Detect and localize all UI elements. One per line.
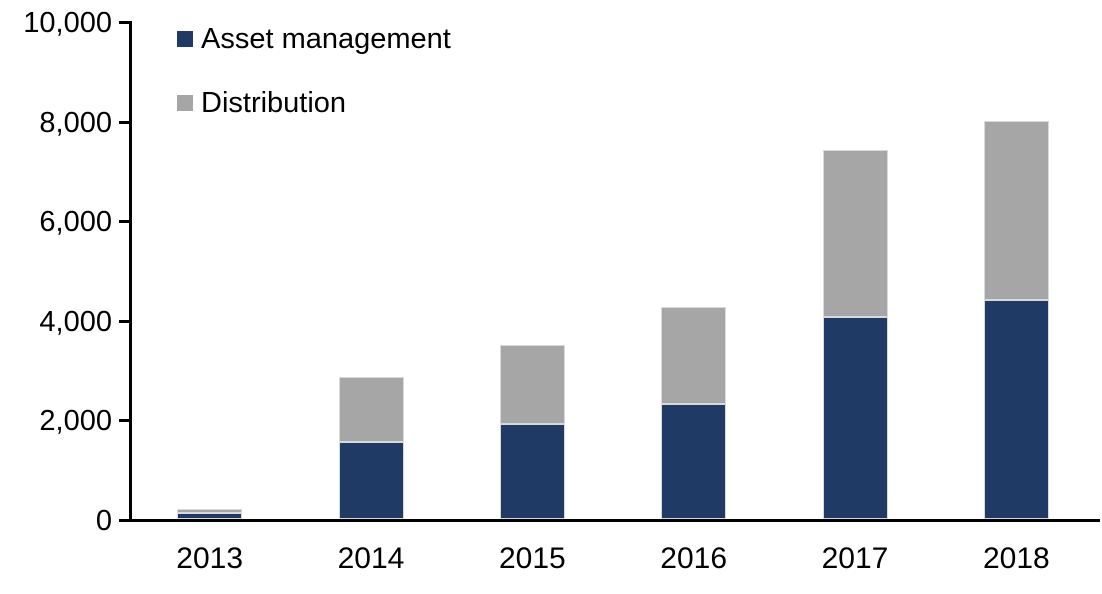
x-tick-label: 2015 [498,542,566,575]
bar-segment-asset-management [499,424,565,519]
y-tick-label: 2,000 [39,405,112,438]
y-tick-label: 4,000 [39,305,112,338]
x-axis-line [119,519,1100,522]
x-tick-label: 2013 [176,542,244,575]
y-tick-label: 6,000 [39,206,112,239]
bar-segment-distribution [983,120,1049,300]
distribution-swatch-icon [177,95,193,111]
y-tick-mark [119,220,129,224]
x-tick-label: 2017 [821,542,889,575]
legend-label-asset-management: Asset management [201,23,451,55]
y-tick-mark [119,21,129,24]
x-tick-label: 2018 [982,542,1050,575]
x-tick-label: 2016 [660,542,728,575]
bar-segment-distribution [338,377,404,442]
bar-segment-asset-management [338,441,404,519]
legend-item-asset-management: Asset management [177,24,451,54]
bar-segment-asset-management [177,513,243,519]
y-tick-label: 10,000 [23,7,112,39]
asset-management-swatch-icon [177,31,193,47]
bar-segment-distribution [499,344,565,425]
y-tick-label: 8,000 [39,106,112,139]
y-tick-mark [119,120,129,124]
bar-segment-asset-management [661,404,727,519]
legend-item-distribution: Distribution [177,88,451,118]
bar-segment-asset-management [822,317,888,519]
legend-label-distribution: Distribution [201,87,347,119]
bar-segment-asset-management [983,299,1049,519]
y-axis-line [129,21,132,522]
x-tick-label: 2014 [337,542,405,575]
chart-legend: Asset management Distribution [177,24,451,152]
y-tick-mark [119,519,129,522]
y-tick-mark [119,319,129,323]
y-tick-mark [119,419,129,423]
bar-segment-distribution [822,150,888,318]
bar-segment-distribution [177,509,243,513]
y-tick-label: 0 [95,505,112,537]
bar-segment-distribution [661,307,727,405]
